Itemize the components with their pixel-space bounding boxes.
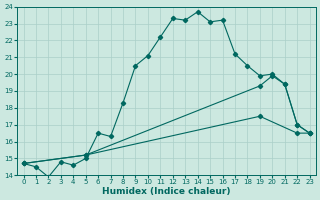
X-axis label: Humidex (Indice chaleur): Humidex (Indice chaleur) (102, 187, 231, 196)
